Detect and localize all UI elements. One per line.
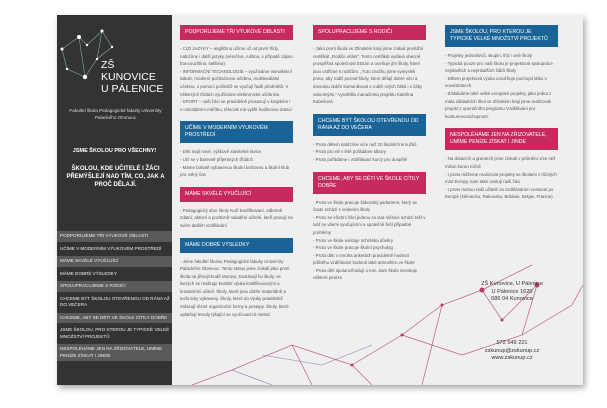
address: ZŠ Kunovice, U Pálenice U Pálenice 1620 … [481,281,543,302]
section-text: - Projekty jednotlivců, skupin, tříd i c… [445,53,553,119]
section-heading: JSME ŠKOLOU, PRO KTEROU JE TYPICKÉ VELKÉ… [445,25,558,47]
sidebar-nav-item[interactable]: UČÍME V MODERNÍM VÝUKOVÉM PROSTŘEDÍ [60,245,162,251]
sidebar-nav-item[interactable]: JSME ŠKOLOU, PRO KTEROU JE TYPICKÉ VELKÉ… [60,327,170,339]
faculty-text: Fakultní škola Pedagogické fakulty Unive… [69,108,162,120]
slogan-sub: ŠKOLOU, KDE UČITELÉ I ŽÁCI PŘEMÝŠLEJÍ NA… [66,166,165,188]
section-heading: PODPORUJEME TŘI VÝUKOVÉ OBLASTI [180,25,293,40]
section-text: - Proto dětem nabízíme více než 20 školn… [313,141,417,162]
section-heading: SPOLUPRACUJEME S RODIČI [313,25,426,40]
section-text: - CIZÍ JAZYKY – angličtinu učíme už od p… [180,46,293,112]
sidebar-nav-item[interactable]: PODPORUJEME TŘI VÝUKOVÉ OBLASTI [57,231,172,242]
brochure-page: ZŠ KUNOVICE U PÁLENICE Fakultní škola Ped… [57,15,583,385]
section-text: - Na dotacích a grantech jsme získali v … [445,156,557,200]
section-heading: CHCEME BÝT ŠKOLOU OTEVŘENOU OD RÁNA AŽ D… [313,113,426,136]
sidebar: ZŠ KUNOVICE U PÁLENICE Fakultní škola Ped… [57,15,172,385]
network-graphic-icon [191,264,583,385]
school-title: ZŠ KUNOVICE U PÁLENICE [101,59,172,95]
column-1: PODPORUJEME TŘI VÝUKOVÉ OBLASTI - CIZÍ JA… [180,25,293,326]
sidebar-nav: PODPORUJEME TŘI VÝUKOVÉ OBLASTI UČÍME V M… [57,231,172,363]
title-line-2: U PÁLENICE [101,83,164,95]
sidebar-nav-item[interactable]: MÁME DOBRÉ VÝSLEDKY [60,270,117,276]
section-heading: MÁME DOBRÉ VÝSLEDKY [180,237,293,253]
contact-info: 572 549 221 zskunup@zskunup.cz www.zskun… [484,340,540,361]
section-heading: CHCEME, ABY SE DĚTI VE ŠKOLE CÍTILY DOBŘ… [313,171,426,194]
section-text: - Jsme fakultní školou Pedagogické fakul… [180,258,290,317]
section-text: - Pedagogický sbor školy tvoří kvalifiko… [180,207,293,228]
section-text: - Jako první škola ve Zlínském kraji jsm… [313,46,424,105]
section-text: - Děti mají nové, výškově stavitelné lav… [180,149,290,178]
sidebar-nav-item[interactable]: CHCEME, ABY SE DĚTI VE ŠKOLE CÍTILY DOBŘ… [57,312,172,323]
title-line-1: ZŠ KUNOVICE [101,59,156,83]
section-text: - Proto ve škole pracuje žákovský parlam… [313,199,426,281]
section-heading: NESPOLÉHÁME JEN NA ZŘIZOVATELE, UMÍME PE… [445,128,558,151]
network-logo-icon [60,29,114,80]
section-heading: UČÍME V MODERNÍM VÝUKOVÉM PROSTŘEDÍ [180,121,293,144]
sidebar-nav-item[interactable]: CHCEME BÝT ŠKOLOU OTEVŘENOU OD RÁNA AŽ D… [60,295,170,308]
sidebar-nav-item[interactable]: NESPOLÉHÁME JEN NA ZŘIZOVATELE, UMÍME PE… [57,344,172,361]
sidebar-nav-item[interactable]: MÁME SKVĚLÉ VYUČUJÍCÍ [57,256,172,267]
column-2: SPOLUPRACUJEME S RODIČI - Jako první škol… [313,25,426,290]
section-heading: MÁME SKVĚLÉ VYUČUJÍCÍ [180,186,293,202]
column-3: JSME ŠKOLOU, PRO KTEROU JE TYPICKÉ VELKÉ… [445,25,558,209]
sidebar-nav-item[interactable]: SPOLUPRACUJEME S RODIČI [57,281,172,292]
slogan: JSME ŠKOLOU PRO VŠECHNY! [72,148,157,154]
